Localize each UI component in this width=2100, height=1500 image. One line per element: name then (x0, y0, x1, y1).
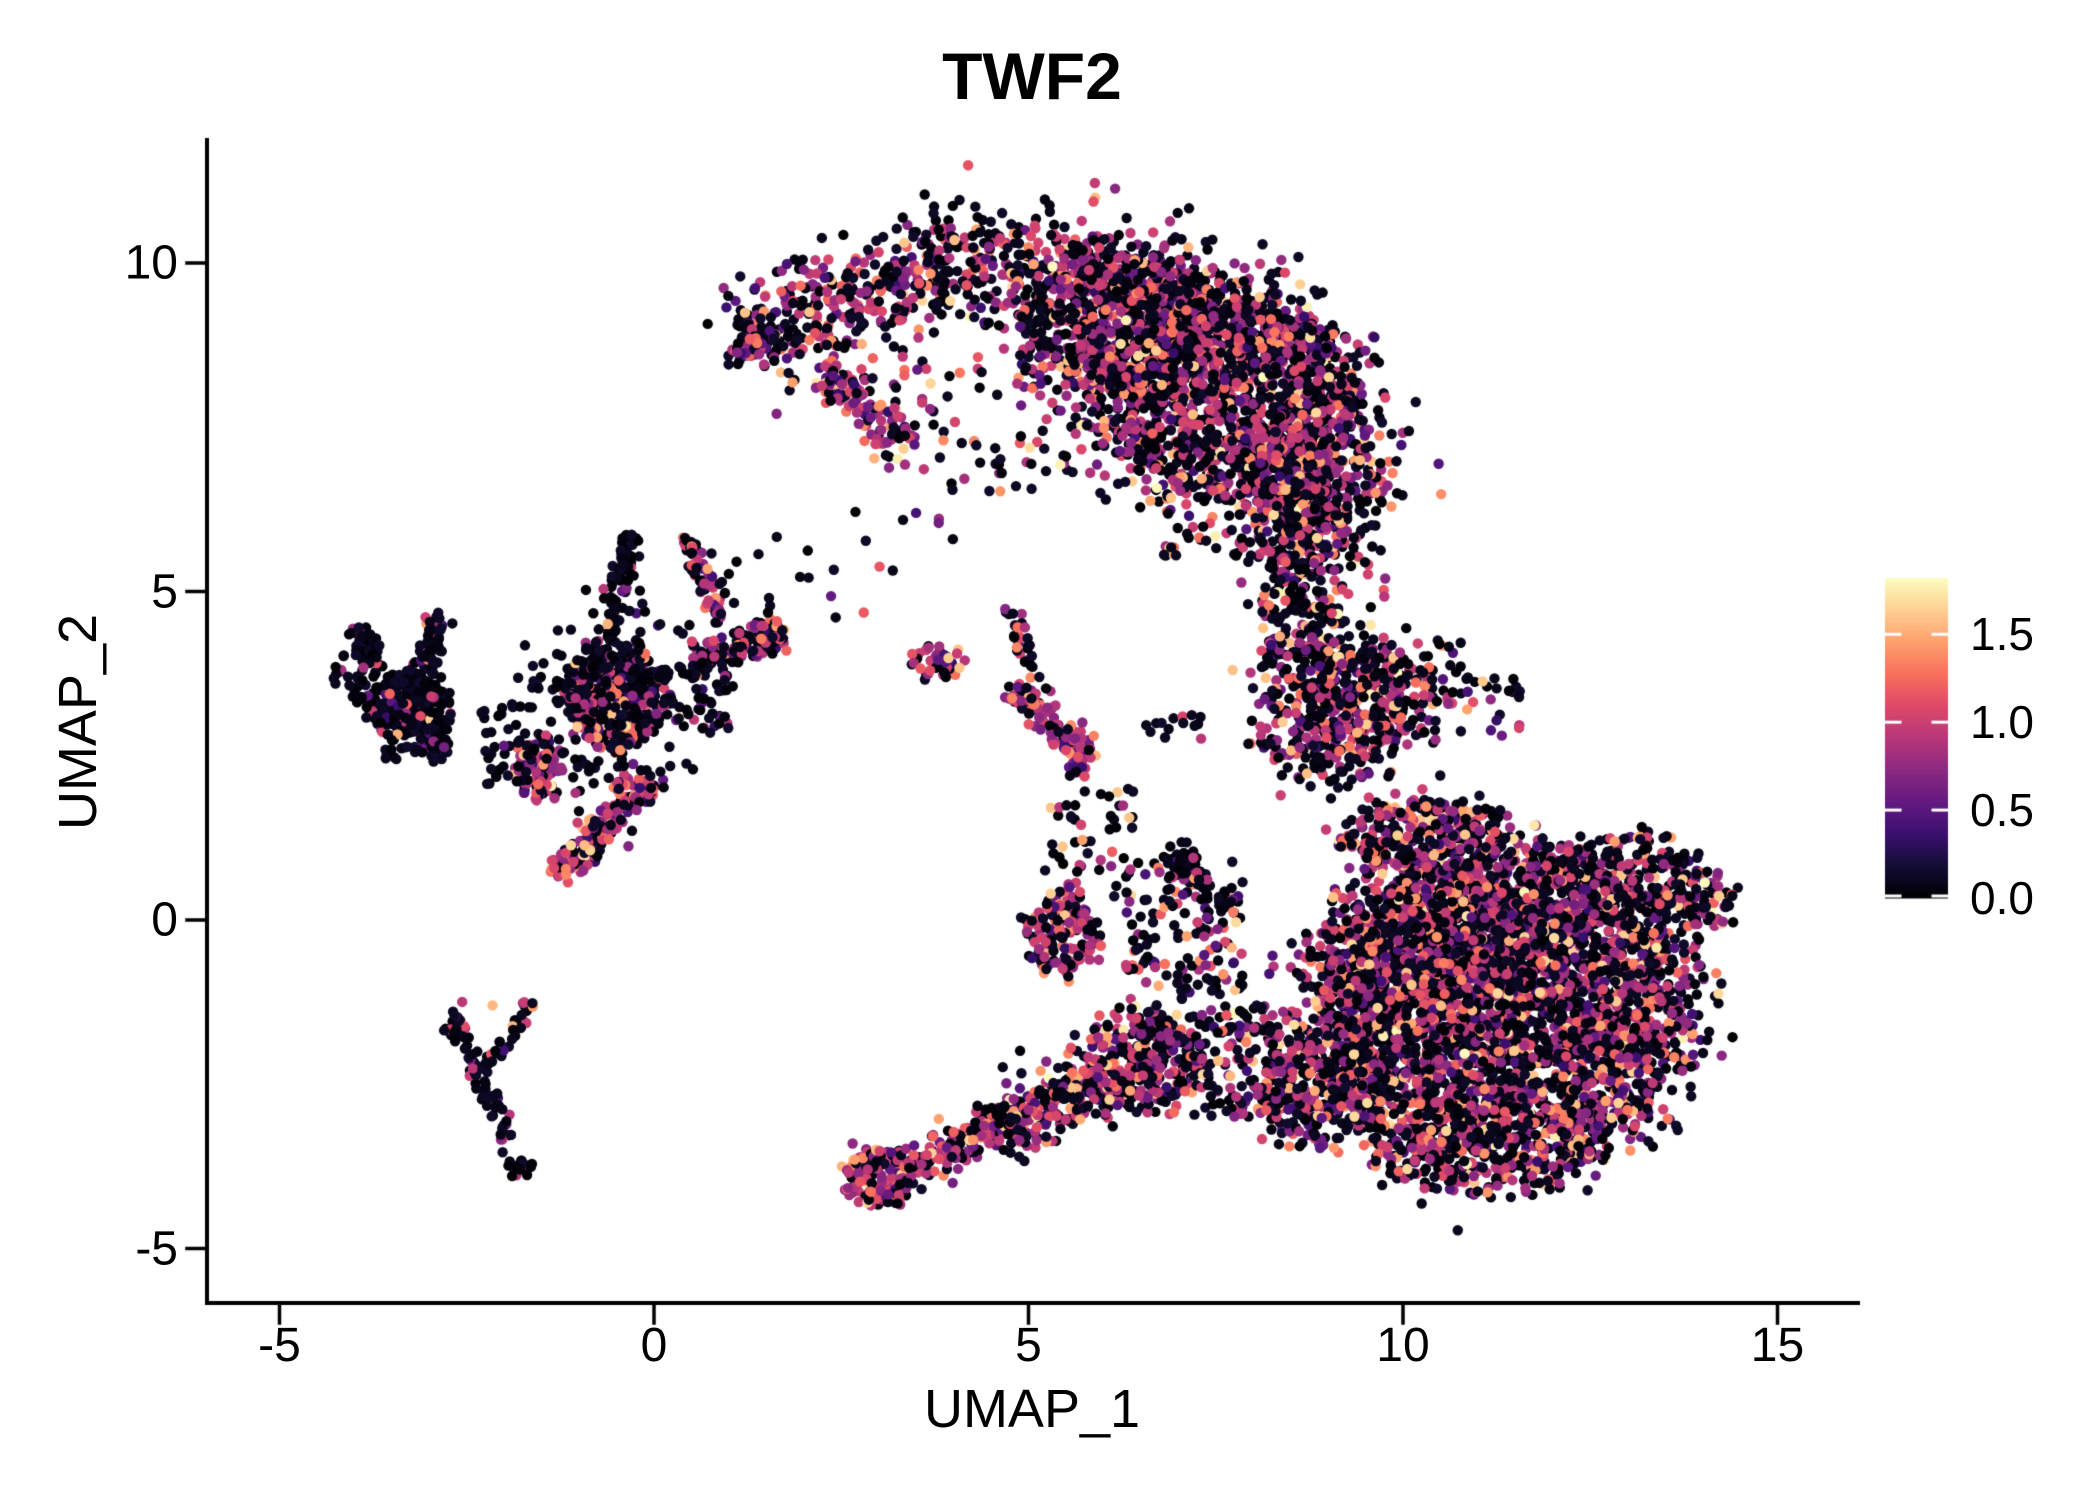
y-tick-label: 10 (124, 236, 178, 290)
x-tick-label: 15 (1750, 1319, 1805, 1372)
y-tick-label: -5 (135, 1222, 178, 1275)
colorbar-tick-label: 0.0 (1970, 872, 2034, 924)
x-tick-label: 10 (1376, 1319, 1430, 1372)
y-axis-label: UMAP_2 (48, 613, 108, 831)
plot-title: TWF2 (942, 39, 1122, 113)
colorbar-tick-label: 0.5 (1970, 784, 2034, 837)
y-tick-label: 5 (151, 565, 178, 618)
y-tick-label: 0 (151, 893, 178, 947)
colorbar-tick-label: 1.5 (1970, 608, 2034, 661)
x-axis-label: UMAP_1 (923, 1379, 1141, 1439)
x-tick-label: -5 (258, 1319, 301, 1372)
colorbar-tick-label: 1.0 (1970, 696, 2034, 749)
x-tick-label: 0 (640, 1319, 668, 1372)
x-tick-label: 5 (1015, 1319, 1042, 1372)
